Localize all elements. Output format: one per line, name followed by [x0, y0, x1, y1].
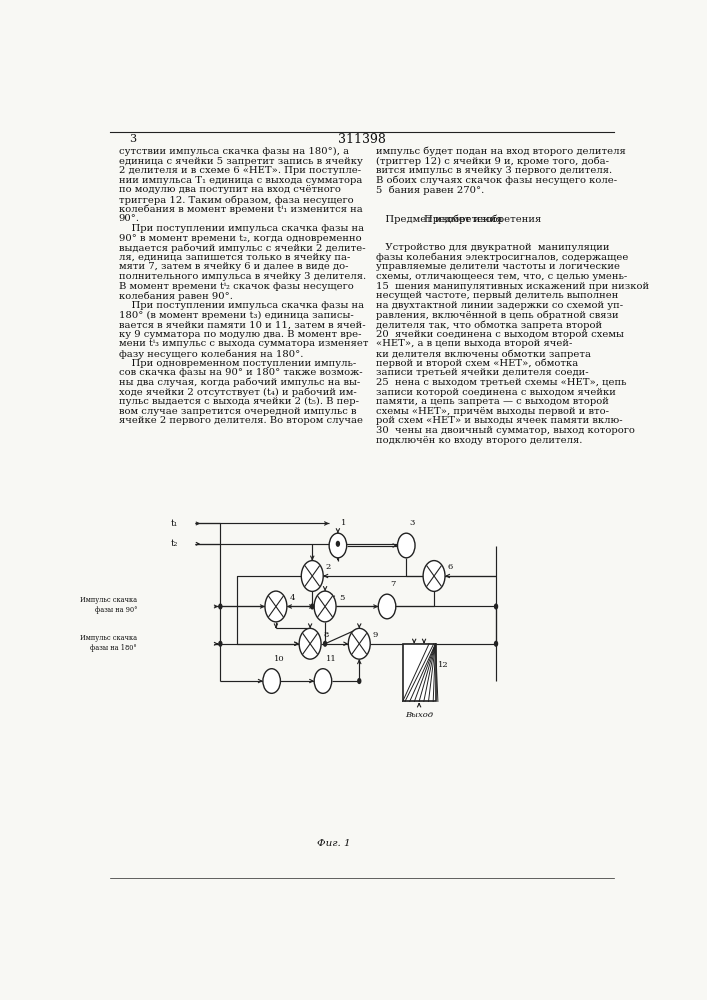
Text: Импульс скачка: Импульс скачка [80, 596, 137, 604]
Text: Устройство для двукратной  манипуляции: Устройство для двукратной манипуляции [376, 243, 609, 252]
Circle shape [336, 541, 340, 547]
Text: «НЕТ», а в цепи выхода второй ячей-: «НЕТ», а в цепи выхода второй ячей- [376, 339, 573, 348]
Text: мяти 7, затем в ячейку 6 и далее в виде до-: мяти 7, затем в ячейку 6 и далее в виде … [119, 262, 348, 271]
Text: на двухтактной линии задержки со схемой уп-: на двухтактной линии задержки со схемой … [376, 301, 623, 310]
Circle shape [218, 641, 223, 647]
Text: управляемые делители частоты и логические: управляемые делители частоты и логически… [376, 262, 620, 271]
Text: схемы, отличающееся тем, что, с целью умень-: схемы, отличающееся тем, что, с целью ум… [376, 272, 627, 281]
Text: 10: 10 [274, 655, 285, 663]
Text: 2: 2 [326, 563, 331, 571]
Circle shape [349, 628, 370, 659]
Text: 11: 11 [326, 655, 337, 663]
Text: Предмет изобретения: Предмет изобретения [376, 214, 503, 224]
Circle shape [329, 533, 346, 558]
Text: фазы на 90°: фазы на 90° [95, 606, 137, 614]
Text: ля, единица запишется только в ячейку па-: ля, единица запишется только в ячейку па… [119, 253, 350, 262]
Text: 3: 3 [129, 134, 136, 144]
Text: 25  нена с выходом третьей схемы «НЕТ», цепь: 25 нена с выходом третьей схемы «НЕТ», ц… [376, 378, 626, 387]
Text: рой схем «НЕТ» и выходы ячеек памяти вклю-: рой схем «НЕТ» и выходы ячеек памяти вкл… [376, 416, 623, 425]
Text: подключён ко входу второго делителя.: подключён ко входу второго делителя. [376, 436, 583, 445]
Text: вается в ячейки памяти 10 и 11, затем в ячей-: вается в ячейки памяти 10 и 11, затем в … [119, 320, 365, 329]
Text: 4: 4 [290, 594, 295, 602]
Text: импульс будет подан на вход второго делителя: импульс будет подан на вход второго дели… [376, 147, 626, 156]
Text: t₁: t₁ [170, 519, 177, 528]
Text: колебания в момент времени tⁱ₁ изменится на: колебания в момент времени tⁱ₁ изменится… [119, 205, 362, 214]
Text: 1: 1 [341, 519, 346, 527]
Text: 9: 9 [373, 631, 378, 639]
Circle shape [299, 628, 321, 659]
Text: При поступлении импульса скачка фазы на: При поступлении импульса скачка фазы на [119, 301, 363, 310]
Text: ходе ячейки 2 отсутствует (t₄) и рабочий им-: ходе ячейки 2 отсутствует (t₄) и рабочий… [119, 388, 356, 397]
Text: 20  ячейки соединена с выходом второй схемы: 20 ячейки соединена с выходом второй схе… [376, 330, 624, 339]
Text: триггера 12. Таким образом, фаза несущего: триггера 12. Таким образом, фаза несущег… [119, 195, 353, 205]
Text: мени tⁱ₃ импульс с выхода сумматора изменяет: мени tⁱ₃ импульс с выхода сумматора изме… [119, 339, 368, 348]
Circle shape [378, 594, 396, 619]
Text: пульс выдается с выхода ячейки 2 (t₅). В пер-: пульс выдается с выхода ячейки 2 (t₅). В… [119, 397, 358, 406]
Text: 90° в момент времени t₂, когда одновременно: 90° в момент времени t₂, когда одновреме… [119, 234, 361, 243]
Text: сов скачка фазы на 90° и 180° также возмож-: сов скачка фазы на 90° и 180° также возм… [119, 368, 362, 377]
Circle shape [314, 591, 336, 622]
Text: ны два случая, когда рабочий импульс на вы-: ны два случая, когда рабочий импульс на … [119, 378, 360, 387]
Text: сутствии импульса скачка фазы на 180°), а: сутствии импульса скачка фазы на 180°), … [119, 147, 349, 156]
Text: полнительного импульса в ячейку 3 делителя.: полнительного импульса в ячейку 3 делите… [119, 272, 366, 281]
Text: записи которой соединена с выходом ячейки: записи которой соединена с выходом ячейк… [376, 388, 616, 397]
Bar [403, 644, 436, 701]
Text: вом случае запретится очередной импульс в: вом случае запретится очередной импульс … [119, 407, 356, 416]
Text: фазу несущего колебания на 180°.: фазу несущего колебания на 180°. [119, 349, 303, 359]
Text: вится импульс в ячейку 3 первого делителя.: вится импульс в ячейку 3 первого делител… [376, 166, 612, 175]
Text: 8: 8 [324, 631, 329, 639]
Text: Выход: Выход [405, 711, 433, 719]
Circle shape [423, 561, 445, 591]
Circle shape [397, 533, 415, 558]
Text: памяти, а цепь запрета — с выходом второй: памяти, а цепь запрета — с выходом второ… [376, 397, 609, 406]
Text: 7: 7 [390, 580, 395, 588]
Circle shape [493, 603, 498, 610]
Circle shape [493, 641, 498, 647]
Text: 180° (в момент времени t₃) единица записы-: 180° (в момент времени t₃) единица запис… [119, 311, 354, 320]
Text: В обоих случаях скачок фазы несущего коле-: В обоих случаях скачок фазы несущего кол… [376, 176, 617, 185]
Text: Предмет изобретения: Предмет изобретения [424, 214, 542, 224]
Circle shape [218, 603, 223, 610]
Text: несущей частоте, первый делитель выполнен: несущей частоте, первый делитель выполне… [376, 291, 619, 300]
Text: схемы «НЕТ», причём выходы первой и вто-: схемы «НЕТ», причём выходы первой и вто- [376, 407, 609, 416]
Circle shape [310, 603, 315, 610]
Text: Фиг. 1: Фиг. 1 [317, 839, 351, 848]
Circle shape [263, 669, 281, 693]
Circle shape [265, 591, 287, 622]
Circle shape [301, 561, 323, 591]
Text: равления, включённой в цепь обратной связи: равления, включённой в цепь обратной свя… [376, 311, 619, 320]
Text: При поступлении импульса скачка фазы на: При поступлении импульса скачка фазы на [119, 224, 363, 233]
Circle shape [357, 678, 361, 684]
Text: делителя так, что обмотка запрета второй: делителя так, что обмотка запрета второй [376, 320, 602, 330]
Text: В момент времени tⁱ₂ скачок фазы несущего: В момент времени tⁱ₂ скачок фазы несущег… [119, 282, 354, 291]
Text: по модулю два поступит на вход счётного: по модулю два поступит на вход счётного [119, 185, 340, 194]
Text: записи третьей ячейки делителя соеди-: записи третьей ячейки делителя соеди- [376, 368, 589, 377]
Text: ки делителя включены обмотки запрета: ки делителя включены обмотки запрета [376, 349, 591, 359]
Text: колебания равен 90°.: колебания равен 90°. [119, 291, 233, 301]
Text: 15  шения манипулятивных искажений при низкой: 15 шения манипулятивных искажений при ни… [376, 282, 649, 291]
Text: 3: 3 [409, 519, 414, 527]
Text: фазы колебания электросигналов, содержащее: фазы колебания электросигналов, содержащ… [376, 253, 629, 262]
Text: t₂: t₂ [170, 539, 177, 548]
Text: 12: 12 [438, 661, 449, 669]
Text: 311398: 311398 [339, 133, 386, 146]
Text: ку 9 сумматора по модулю два. В момент вре-: ку 9 сумматора по модулю два. В момент в… [119, 330, 361, 339]
Text: При одновременном поступлении импуль-: При одновременном поступлении импуль- [119, 359, 356, 368]
Circle shape [314, 669, 332, 693]
Text: ячейке 2 первого делителя. Во втором случае: ячейке 2 первого делителя. Во втором слу… [119, 416, 363, 425]
Text: 6: 6 [448, 563, 453, 571]
Text: 5  бания равен 270°.: 5 бания равен 270°. [376, 185, 484, 195]
Text: (триггер 12) с ячейки 9 и, кроме того, доба-: (триггер 12) с ячейки 9 и, кроме того, д… [376, 157, 609, 166]
Text: выдается рабочий импульс с ячейки 2 делите-: выдается рабочий импульс с ячейки 2 дели… [119, 243, 365, 253]
Text: 5: 5 [339, 594, 344, 602]
Circle shape [323, 641, 327, 647]
Text: 2 делителя и в схеме 6 «НЕТ». При поступле-: 2 делителя и в схеме 6 «НЕТ». При поступ… [119, 166, 361, 175]
Text: единица с ячейки 5 запретит запись в ячейку: единица с ячейки 5 запретит запись в яче… [119, 157, 363, 166]
Text: первой и второй схем «НЕТ», обмотка: первой и второй схем «НЕТ», обмотка [376, 359, 578, 368]
Text: Импульс скачка: Импульс скачка [80, 634, 137, 642]
Text: 30  чены на двоичный сумматор, выход которого: 30 чены на двоичный сумматор, выход кото… [376, 426, 635, 435]
Text: фазы на 180°: фазы на 180° [90, 644, 137, 652]
Text: 90°.: 90°. [119, 214, 139, 223]
Text: нии импульса T₁ единица с выхода сумматора: нии импульса T₁ единица с выхода суммато… [119, 176, 362, 185]
